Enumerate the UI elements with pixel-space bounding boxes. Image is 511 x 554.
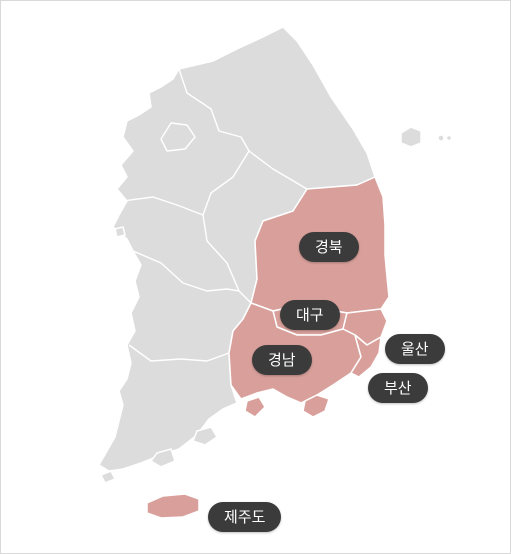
island-west-1 bbox=[114, 226, 126, 238]
region-jeju[interactable] bbox=[146, 493, 200, 519]
label-jeju[interactable]: 제주도 bbox=[208, 502, 282, 532]
label-ulsan[interactable]: 울산 bbox=[385, 334, 445, 364]
label-gyeongbuk[interactable]: 경북 bbox=[299, 232, 359, 262]
island-geoje bbox=[302, 394, 330, 418]
island-southwest-2 bbox=[149, 448, 176, 468]
island-dokdo-2 bbox=[445, 134, 453, 142]
label-busan[interactable]: 부산 bbox=[368, 373, 428, 403]
label-gyeongnam[interactable]: 경남 bbox=[252, 345, 312, 375]
province-borders bbox=[122, 68, 308, 362]
label-daegu[interactable]: 대구 bbox=[280, 300, 340, 330]
island-dokdo-1 bbox=[437, 134, 445, 142]
island-southwest-3 bbox=[99, 470, 117, 484]
island-namhae bbox=[244, 396, 266, 418]
region-busan[interactable] bbox=[350, 334, 382, 378]
island-southwest-1 bbox=[192, 426, 219, 446]
island-ulleungdo bbox=[400, 126, 422, 148]
